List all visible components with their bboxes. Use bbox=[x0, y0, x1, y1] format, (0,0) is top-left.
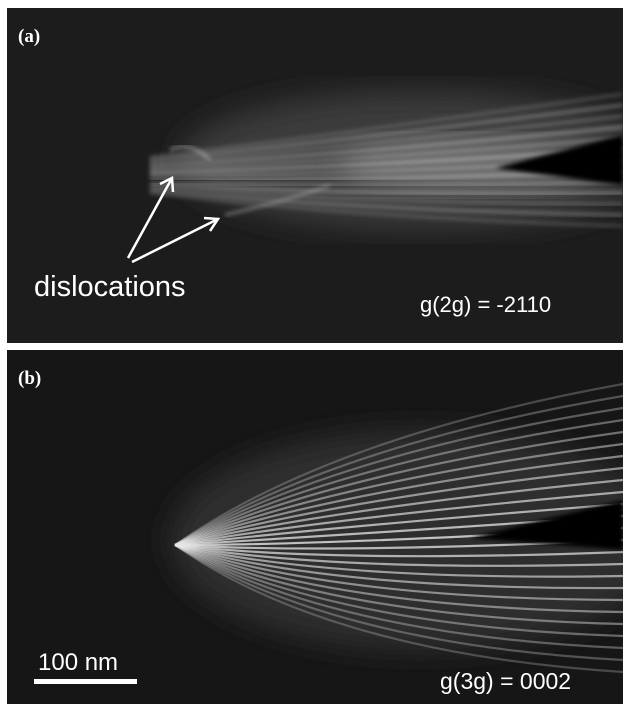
panel-a: (a) dislocations g(2g) = -2110 bbox=[7, 8, 623, 343]
caption: g(3g) = 0002 bbox=[440, 668, 571, 694]
scale-bar bbox=[34, 679, 137, 684]
panel-label: (a) bbox=[18, 26, 40, 47]
figure: (a) dislocations g(2g) = -2110 (b) 100 n… bbox=[0, 0, 623, 704]
panel-b: (b) 100 nm g(3g) = 0002 bbox=[7, 350, 623, 704]
caption: g(2g) = -2110 bbox=[420, 292, 551, 317]
annotation: dislocations bbox=[34, 271, 186, 303]
scale-bar-label: 100 nm bbox=[38, 649, 118, 676]
panel-label: (b) bbox=[18, 368, 41, 389]
